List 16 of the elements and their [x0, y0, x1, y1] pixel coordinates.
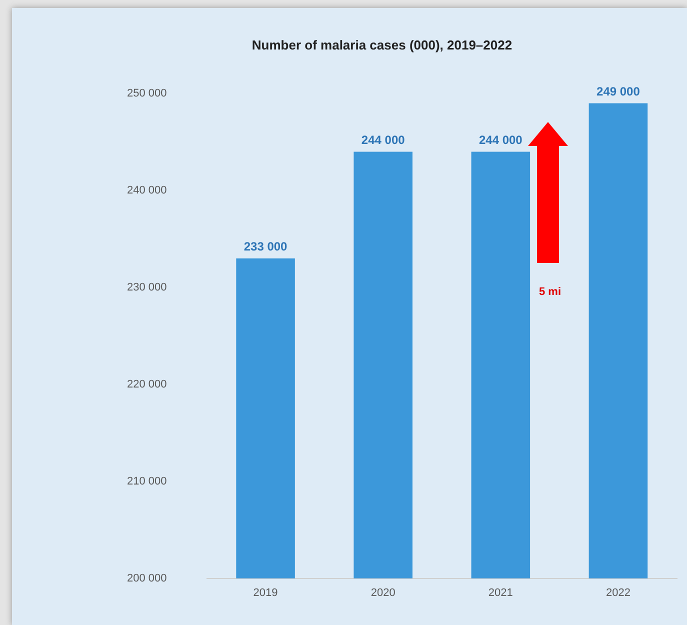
x-tick-label: 2022 — [606, 587, 630, 600]
data-label: 233 000 — [244, 240, 288, 254]
x-tick-label: 2019 — [253, 587, 278, 600]
data-label: 249 000 — [596, 84, 640, 99]
data-label: 244 000 — [478, 133, 523, 148]
annotation: 5 mi — [539, 286, 562, 298]
y-tick-label: 240 000 — [126, 184, 167, 197]
y-tick-label: 230 000 — [126, 282, 167, 294]
chart-title: Number of malaria cases (000), 2019–2022 — [252, 37, 512, 52]
x-tick-label: 2021 — [488, 587, 513, 600]
y-tick-label: 220 000 — [126, 378, 167, 391]
y-tick-label: 210 000 — [126, 475, 167, 488]
y-tick-label: 200 000 — [126, 572, 167, 584]
y-tick-label: 250 000 — [126, 88, 167, 100]
x-tick-label: 2020 — [370, 587, 396, 600]
data-label: 244 000 — [361, 133, 406, 148]
